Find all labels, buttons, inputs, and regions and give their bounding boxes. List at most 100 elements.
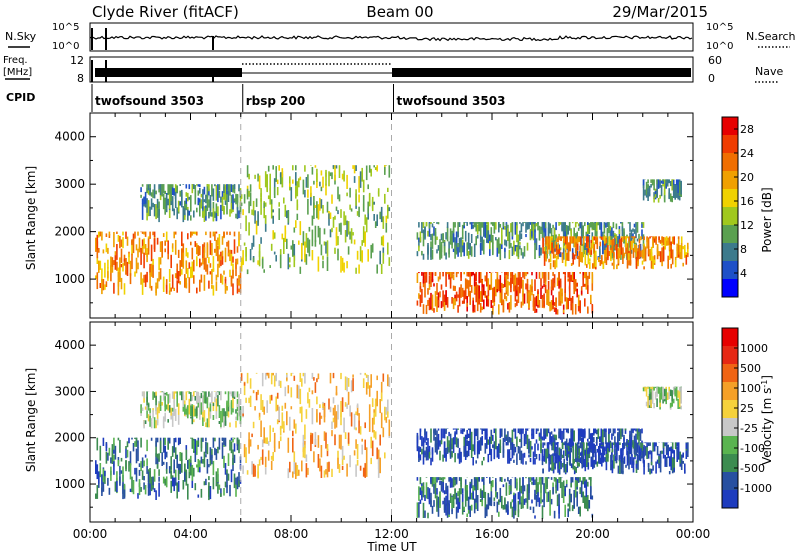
data-cell (119, 235, 121, 249)
data-cell (552, 434, 554, 446)
data-cell (132, 238, 135, 254)
data-cell (525, 283, 527, 290)
data-cell (463, 290, 465, 304)
data-cell (674, 184, 676, 195)
data-cell (551, 455, 553, 471)
data-cell (479, 437, 482, 451)
data-cell (436, 249, 438, 254)
data-cell (304, 440, 306, 449)
data-cell (593, 236, 596, 241)
data-cell (553, 227, 556, 241)
data-cell (449, 433, 452, 448)
data-cell (329, 172, 332, 177)
data-cell (196, 256, 198, 267)
data-cell (505, 223, 508, 237)
data-cell (484, 275, 487, 282)
data-cell (498, 304, 500, 315)
data-cell (150, 418, 153, 422)
data-cell (619, 442, 621, 445)
data-cell (625, 464, 627, 468)
data-cell (587, 306, 589, 314)
data-cell (428, 445, 431, 456)
data-cell (448, 431, 450, 437)
data-cell (153, 238, 156, 252)
data-cell (359, 171, 362, 188)
data-cell (495, 478, 497, 492)
data-cell (635, 244, 638, 258)
data-cell (614, 436, 616, 443)
data-cell (340, 412, 342, 426)
data-cell (191, 475, 194, 488)
data-cell (656, 398, 658, 407)
data-cell (134, 271, 136, 277)
data-cell (125, 258, 127, 275)
data-cell (379, 211, 381, 220)
data-cell (141, 278, 144, 295)
data-cell (479, 303, 482, 313)
data-cell (152, 391, 154, 400)
data-cell (340, 372, 342, 380)
data-cell (273, 375, 276, 387)
data-cell (630, 439, 633, 456)
data-cell (626, 254, 629, 269)
data-cell (543, 434, 545, 441)
data-cell (337, 186, 339, 200)
data-cell (570, 477, 572, 488)
data-cell (433, 500, 435, 507)
data-cell (661, 247, 663, 262)
data-cell (677, 191, 679, 200)
data-cell (442, 454, 444, 462)
data-cell (187, 268, 189, 279)
data-cell (650, 246, 653, 261)
data-cell (574, 480, 577, 486)
data-cell (638, 233, 640, 240)
data-cell (451, 496, 453, 509)
colorbar-swatch (722, 189, 738, 208)
data-cell (535, 428, 538, 434)
data-cell (662, 442, 665, 448)
data-cell (504, 226, 506, 230)
data-cell (564, 222, 566, 232)
data-cell (541, 458, 544, 466)
data-cell (248, 432, 250, 448)
data-cell (504, 478, 506, 482)
data-cell (150, 244, 153, 262)
data-cell (443, 294, 446, 302)
data-cell (478, 222, 480, 232)
data-cell (304, 241, 306, 257)
data-cell (167, 394, 169, 408)
data-cell (576, 455, 579, 468)
data-cell (660, 180, 663, 184)
data-cell (534, 443, 536, 457)
data-cell (601, 444, 603, 449)
data-cell (334, 405, 336, 419)
data-cell (174, 231, 177, 235)
data-cell (263, 201, 265, 219)
data-cell (434, 228, 437, 245)
data-cell (269, 188, 271, 205)
freq-label-line2: [MHz] (3, 67, 32, 78)
data-cell (185, 449, 188, 460)
data-cell (584, 272, 586, 279)
data-cell (599, 436, 601, 443)
data-cell (230, 391, 233, 397)
data-cell (454, 237, 456, 254)
data-cell (555, 442, 558, 443)
freq-band (95, 68, 691, 77)
data-cell (561, 454, 564, 458)
data-cell (495, 436, 497, 449)
data-cell (567, 248, 570, 261)
data-cells (95, 372, 689, 519)
data-cell (486, 295, 488, 307)
data-cell (558, 248, 561, 254)
data-cell (170, 184, 172, 192)
data-cell (298, 240, 300, 245)
data-cell (439, 246, 441, 260)
data-cell (233, 391, 236, 397)
data-cell (233, 473, 236, 489)
data-cell (579, 236, 582, 245)
data-cell (529, 506, 532, 510)
data-cell (260, 193, 262, 202)
data-cell (427, 487, 429, 500)
